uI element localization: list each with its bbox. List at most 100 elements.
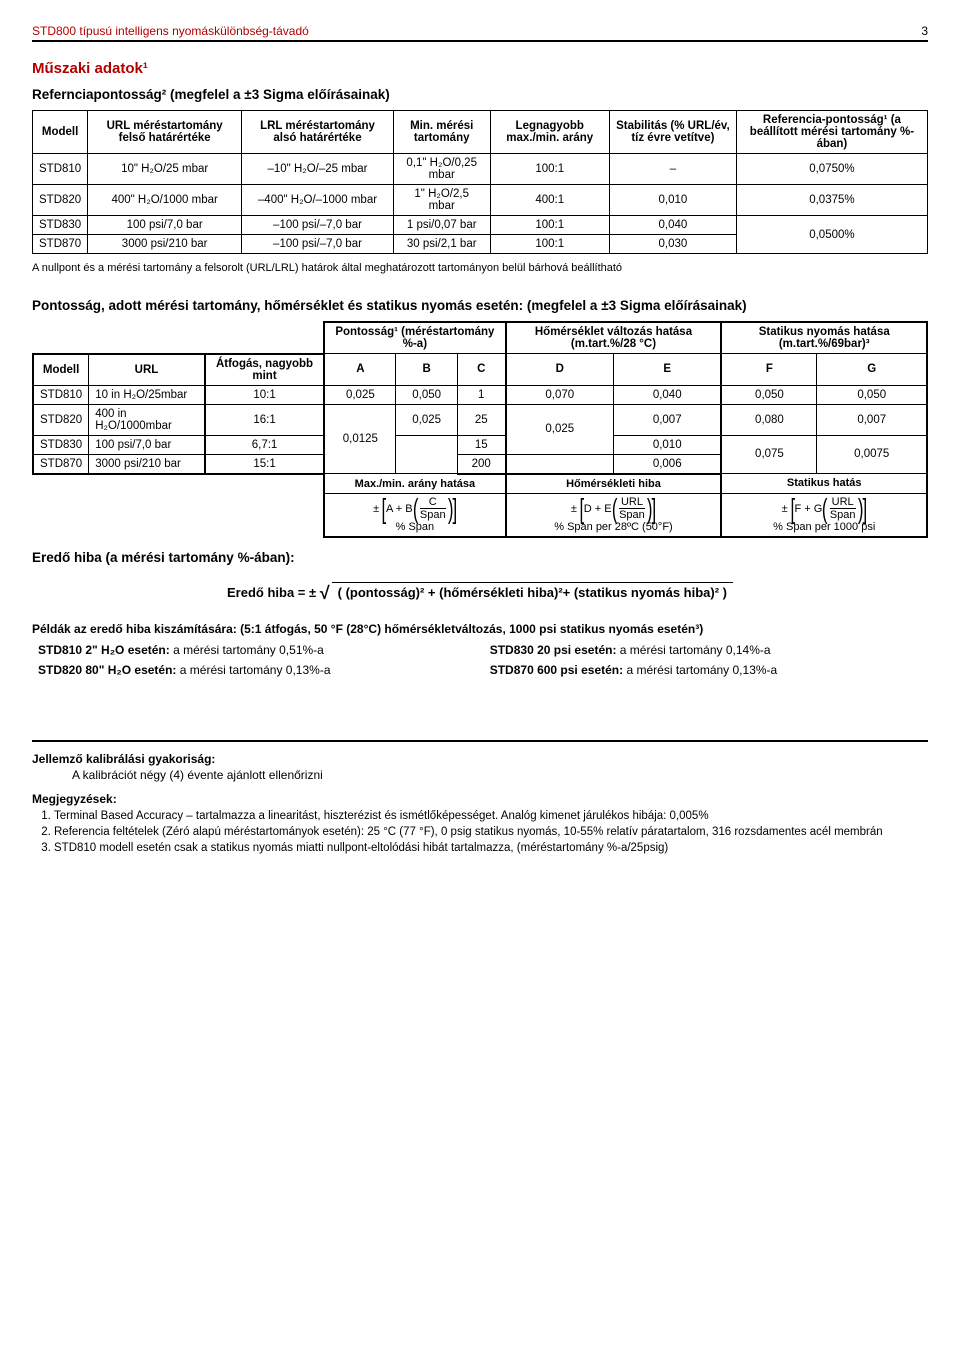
cell: 200: [457, 454, 505, 474]
cell: 0,010: [613, 435, 721, 454]
ex-label: STD820 80" H₂O esetén:: [38, 663, 176, 677]
th-C: C: [457, 354, 505, 386]
th-min: Min. mérési tartomány: [393, 111, 490, 154]
cell: STD870: [33, 454, 89, 474]
th-stat: Statikus nyomás hatása (m.tart.%/69bar)³: [721, 322, 927, 354]
th-ratio: Legnagyobb max./min. arány: [490, 111, 609, 154]
cell: 1: [457, 385, 505, 404]
cell: 0,080: [721, 404, 817, 435]
eredo-prefix: Eredő hiba = ±: [227, 585, 316, 600]
table-row: STD810 10 in H₂O/25mbar 10:1 0,025 0,050…: [33, 385, 927, 404]
ex-val: a mérési tartomány 0,13%-a: [626, 663, 777, 677]
th-temp: Hőmérséklet változás hatása (m.tart.%/28…: [506, 322, 722, 354]
ex-val: a mérési tartomány 0,14%-a: [620, 643, 771, 657]
th-E: E: [613, 354, 721, 386]
table-row: STD830 100 psi/7,0 bar 6,7:1 15 0,010 0,…: [33, 435, 927, 454]
cell: 3000 psi/210 bar: [89, 454, 205, 474]
header-title: STD800 típusú intelligens nyomáskülönbsé…: [32, 24, 309, 38]
cell: 0,0375%: [736, 185, 927, 216]
cell: 0,006: [613, 454, 721, 474]
cell: STD810: [33, 154, 88, 185]
cell: 100:1: [490, 235, 609, 254]
note-item: STD810 modell esetén csak a statikus nyo…: [54, 842, 928, 854]
fh-ratio: Max./min. arány hatása: [324, 474, 505, 494]
ex-val: a mérési tartomány 0,51%-a: [173, 643, 324, 657]
fh-temp: Hőmérsékleti hiba: [506, 474, 722, 494]
cell: 0,040: [613, 385, 721, 404]
th-model: Modell: [33, 354, 89, 386]
cell: 30 psi/2,1 bar: [393, 235, 490, 254]
cell: 0,030: [609, 235, 736, 254]
cell: 25: [457, 404, 505, 435]
cell: STD830: [33, 216, 88, 235]
ex-label: STD830 20 psi esetén:: [490, 643, 617, 657]
cell: 15:1: [205, 454, 324, 474]
th-stab: Stabilitás (% URL/év, tíz évre vetítve): [609, 111, 736, 154]
calib-body: A kalibrációt négy (4) évente ajánlott e…: [72, 768, 928, 782]
cell: 10:1: [205, 385, 324, 404]
cell: STD870: [33, 235, 88, 254]
section1-subtitle: Refernciapontosság² (megfelel a ±3 Sigma…: [32, 87, 928, 102]
cell: 100:1: [490, 154, 609, 185]
eredo-label: Eredő hiba (a mérési tartomány %-ában):: [32, 550, 928, 565]
cell: 1 psi/0,07 bar: [393, 216, 490, 235]
cell: 3000 psi/210 bar: [88, 235, 242, 254]
accuracy-given-table: Pontosság¹ (méréstartomány %-a) Hőmérsék…: [32, 321, 928, 538]
cell: 400 in H₂O/1000mbar: [89, 404, 205, 435]
th-ref: Referencia-pontosság¹ (a beállított méré…: [736, 111, 927, 154]
cell: 15: [457, 435, 505, 454]
section1-title: Műszaki adatok¹: [32, 60, 928, 77]
th-B: B: [396, 354, 457, 386]
eredo-formula: Eredő hiba = ± √( (pontosság)² + (hőmérs…: [32, 583, 928, 604]
cell: 10 in H₂O/25mbar: [89, 385, 205, 404]
table-row: STD820 400" H₂O/1000 mbar –400" H₂O/–100…: [33, 185, 928, 216]
examples-table: STD810 2" H₂O esetén: a mérési tartomány…: [32, 640, 928, 680]
cell: 0,040: [609, 216, 736, 235]
cell: 0,0750%: [736, 154, 927, 185]
th-F: F: [721, 354, 817, 386]
table-row: STD810 10" H₂O/25 mbar –10" H₂O/–25 mbar…: [33, 154, 928, 185]
notes-list: Terminal Based Accuracy – tartalmazza a …: [32, 810, 928, 854]
table-row: STD820 400 in H₂O/1000mbar 16:1 0,0125 0…: [33, 404, 927, 435]
th-A: A: [324, 354, 396, 386]
cell: 0,070: [506, 385, 614, 404]
cell: 16:1: [205, 404, 324, 435]
cell: STD820: [33, 404, 89, 435]
cell: 10" H₂O/25 mbar: [88, 154, 242, 185]
cell: 0,010: [609, 185, 736, 216]
cell: STD810: [33, 385, 89, 404]
cell: 0,050: [721, 385, 817, 404]
cell: 0,0075: [817, 435, 927, 474]
table-header-row: Modell URL méréstartomány felső határért…: [33, 111, 928, 154]
th-model: Modell: [33, 111, 88, 154]
cell: 0,0125: [324, 404, 396, 474]
th-acc: Pontosság¹ (méréstartomány %-a): [324, 322, 505, 354]
cell: STD820: [33, 185, 88, 216]
th-lrl: LRL méréstartomány alsó határértéke: [242, 111, 394, 154]
ex-label: STD870 600 psi esetén:: [490, 663, 623, 677]
cell: 100:1: [490, 216, 609, 235]
th-url: URL: [89, 354, 205, 386]
sub-header-row: Modell URL Átfogás, nagyobb mint A B C D…: [33, 354, 927, 386]
cell: STD830: [33, 435, 89, 454]
th-turndown: Átfogás, nagyobb mint: [205, 354, 324, 386]
cell: [396, 435, 457, 474]
cell: 0,025: [396, 404, 457, 435]
formula-ratio: ± [ A + B (CSpan)] % Span: [324, 493, 505, 537]
th-D: D: [506, 354, 614, 386]
cell: 400" H₂O/1000 mbar: [88, 185, 242, 216]
note-item: Terminal Based Accuracy – tartalmazza a …: [54, 810, 928, 822]
cell: –10" H₂O/–25 mbar: [242, 154, 394, 185]
th-G: G: [817, 354, 927, 386]
cell: 0,1" H₂O/0,25 mbar: [393, 154, 490, 185]
page-header: STD800 típusú intelligens nyomáskülönbsé…: [32, 24, 928, 42]
th-url: URL méréstartomány felső határértéke: [88, 111, 242, 154]
page-number: 3: [921, 24, 928, 38]
table1-note: A nullpont és a mérési tartomány a felso…: [32, 262, 928, 274]
ex-val: a mérési tartomány 0,13%-a: [180, 663, 331, 677]
cell: –100 psi/–7,0 bar: [242, 235, 394, 254]
formula-temp: ± [ D + E (URLSpan)] % Span per 28ºC (50…: [506, 493, 722, 537]
note-item: Referencia feltételek (Zéró alapú mérést…: [54, 826, 928, 838]
cell: 0,007: [613, 404, 721, 435]
cell: –400" H₂O/–1000 mbar: [242, 185, 394, 216]
